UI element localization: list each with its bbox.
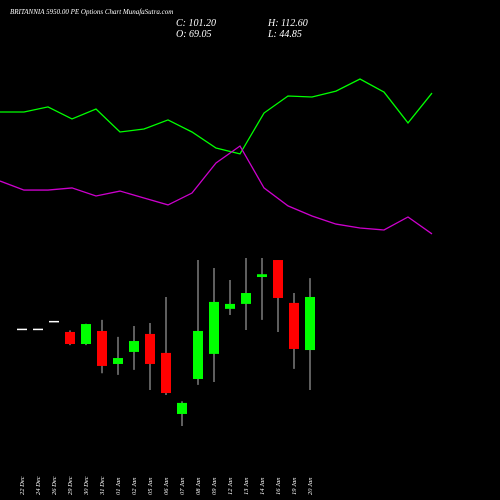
indicator-line [0, 145, 433, 235]
candle-body [193, 330, 203, 379]
x-tick-label: 12 Jan [227, 477, 234, 495]
ohlc-high: H: 112.60 [267, 18, 308, 29]
candle-body [145, 333, 155, 364]
ohlc-low: L: 44.85 [267, 29, 302, 40]
x-tick-label: 20 Jan [307, 477, 314, 495]
x-tick-label: 31 Dec [99, 476, 106, 496]
candle-body [305, 296, 315, 351]
x-tick-label: 24 Dec [35, 476, 42, 495]
x-tick-label: 08 Jan [195, 477, 202, 495]
candle-body [161, 352, 171, 394]
x-tick-label: 19 Jan [291, 477, 298, 495]
candle-body [129, 341, 139, 352]
candle-body [257, 274, 267, 278]
chart-title: BRITANNIA 5950.00 PE Options Chart Munaf… [10, 8, 173, 16]
ohlc-close: C: 101.20 [176, 18, 216, 29]
x-tick-label: 13 Jan [243, 477, 250, 495]
x-tick-label: 22 Dec [19, 476, 26, 495]
x-tick-label: 01 Jan [115, 477, 122, 495]
candle-body [113, 358, 123, 364]
candle-body [81, 324, 91, 345]
candle-body [273, 260, 283, 298]
candle-body [241, 293, 251, 304]
candle-body [49, 320, 59, 323]
indicator-line [0, 78, 433, 155]
ohlc-open: O: 69.05 [176, 29, 212, 40]
candle-body [289, 302, 299, 349]
candle-body [225, 303, 235, 309]
candle-body [97, 330, 107, 366]
x-tick-label: 16 Jan [275, 477, 282, 495]
x-tick-label: 14 Jan [259, 477, 266, 495]
candle-body [177, 402, 187, 414]
candle-body [209, 301, 219, 354]
x-tick-label: 06 Jan [163, 477, 170, 495]
candle-body [17, 328, 27, 331]
x-tick-label: 02 Jan [131, 477, 138, 495]
x-tick-label: 26 Dec [51, 476, 58, 495]
x-tick-label: 09 Jan [211, 477, 218, 495]
candle-body [65, 331, 75, 345]
x-tick-label: 30 Dec [83, 476, 90, 496]
candle-body [33, 328, 43, 331]
x-tick-label: 29 Dec [67, 476, 74, 495]
x-tick-label: 05 Jan [147, 477, 154, 495]
x-tick-label: 07 Jan [179, 477, 186, 495]
